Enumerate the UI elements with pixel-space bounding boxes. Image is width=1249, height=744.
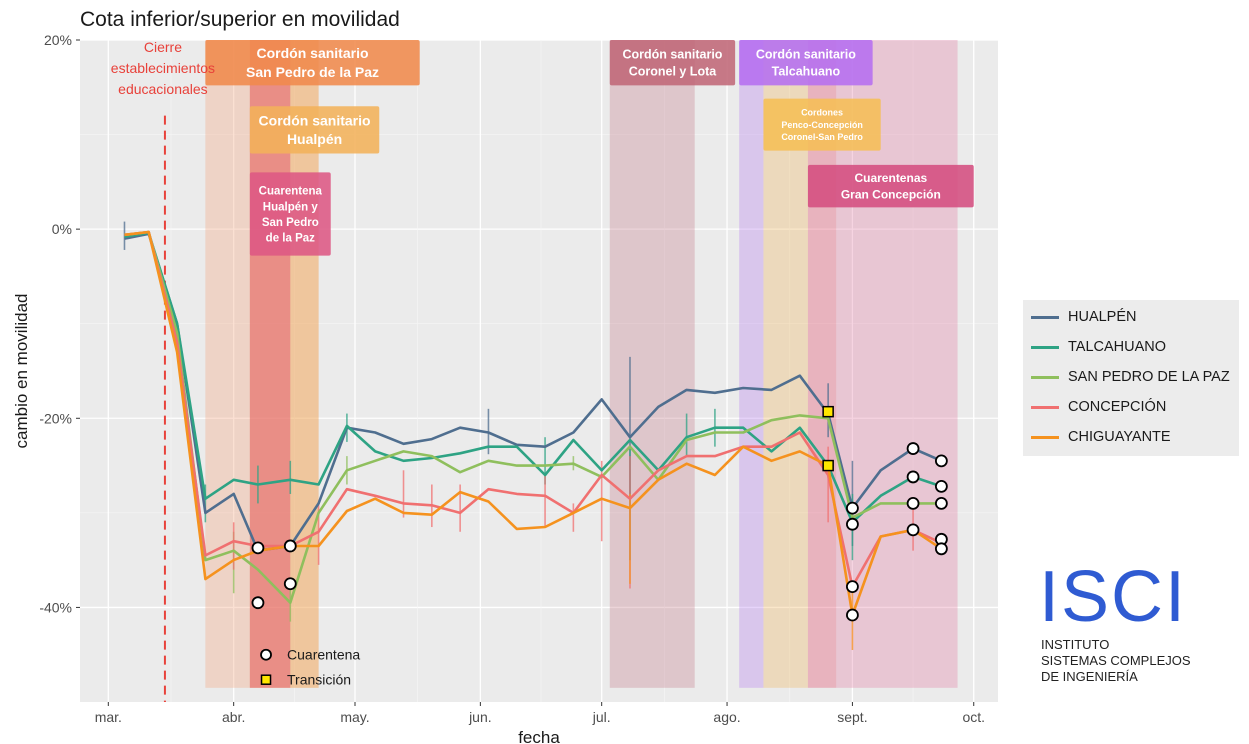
quarantine-marker (906, 496, 920, 510)
legend-item: TALCAHUANO (1023, 337, 1239, 359)
chart-title: Cota inferior/superior en movilidad (80, 8, 400, 31)
legend-label: TALCAHUANO (1068, 339, 1167, 355)
vline-label: Cierre (144, 39, 182, 55)
transition-marker (822, 459, 834, 472)
axes: 20% 0% -20% -40% mar. abr. may. jun. jul. ago. sep… (12, 32, 985, 744)
isci-logo: ISCI INSTITUTO SISTEMAS COMPLEJOS DE ING… (1033, 557, 1213, 692)
legend-item: CONCEPCIÓN (1023, 397, 1239, 419)
x-tick-label: jun. (468, 709, 492, 725)
legend-swatch (1031, 406, 1059, 409)
school-closure-line: Cierre establecimientos educacionales (111, 39, 215, 702)
annotation-label-text: Penco-Concepción (781, 120, 863, 130)
annotation-label-box (763, 98, 881, 151)
x-tick-label: may. (340, 709, 369, 725)
x-tick-label: abr. (222, 709, 245, 725)
shaded-period (609, 40, 695, 688)
y-tick-label: 20% (44, 32, 72, 48)
quarantine-marker (283, 539, 297, 553)
transition-marker (822, 405, 834, 418)
series-line (124, 230, 942, 605)
marker-legend-circle (260, 648, 272, 661)
quarantine-marker (906, 442, 920, 455)
annotation-label-box (739, 40, 873, 86)
annotation-label-text: Cordón sanitario (622, 48, 722, 62)
annotation-label-text: Coronel-San Pedro (781, 132, 863, 142)
shaded-period (739, 40, 764, 688)
y-tick-label: 0% (52, 221, 72, 237)
annotation-label-text: San Pedro de la Paz (246, 64, 379, 80)
marker-legend: Cuarentena Transición (260, 647, 360, 688)
legend-swatch (1031, 376, 1059, 379)
x-tick-label: mar. (95, 709, 122, 725)
vline-label: educacionales (118, 81, 208, 97)
legend-swatch (1031, 346, 1059, 349)
quarantine-marker (846, 608, 859, 622)
y-axis-label: cambio en movilidad (12, 294, 31, 449)
annotation-label-text: Hualpén y (263, 201, 319, 213)
series-line (124, 231, 942, 524)
annotation-label-text: Gran Concepción (841, 187, 941, 201)
quarantine-marker (906, 523, 920, 537)
quarantine-markers (251, 405, 948, 622)
legend-label: SAN PEDRO DE LA PAZ (1068, 369, 1230, 385)
x-tick-label: oct. (962, 709, 985, 725)
annotation-label-text: Cordón sanitario (756, 48, 856, 62)
legend-item: CHIGUAYANTE (1023, 427, 1239, 449)
annotation-label-text: Cordones (801, 108, 843, 118)
marker-legend-label: Cuarentena (287, 647, 360, 663)
annotation-label-text: Hualpén (287, 131, 342, 147)
quarantine-marker (934, 479, 948, 493)
isci-logo-line3: DE INGENIERÍA (1041, 669, 1138, 684)
quarantine-marker (934, 454, 948, 468)
annotation-label-box (205, 40, 420, 86)
isci-logo-line2: SISTEMAS COMPLEJOS (1041, 653, 1191, 668)
legend-item: HUALPÉN (1023, 307, 1239, 329)
x-tick-label: sept. (837, 709, 867, 725)
y-tick-label: -20% (39, 410, 72, 426)
annotation-label-text: Talcahuano (772, 65, 841, 79)
marker-legend-square (260, 674, 272, 685)
quarantine-marker (934, 542, 948, 556)
series-legend: HUALPÉN TALCAHUANO SAN PEDRO DE LA PAZ CONC… (1023, 300, 1239, 456)
isci-logo-line1: INSTITUTO (1041, 637, 1110, 652)
quarantine-marker (251, 541, 265, 555)
quarantine-marker (846, 501, 859, 515)
x-tick-label: ago. (713, 709, 740, 725)
legend-swatch (1031, 436, 1059, 439)
legend-item: SAN PEDRO DE LA PAZ (1023, 367, 1239, 389)
series-line (124, 232, 942, 553)
annotation-label-box (249, 106, 380, 154)
quarantine-marker (283, 577, 297, 591)
legend-swatch (1031, 316, 1059, 319)
annotation-label-box (609, 40, 736, 86)
annotation-label-text: Coronel y Lota (629, 65, 718, 79)
quarantine-marker (846, 580, 859, 594)
legend-label: HUALPÉN (1068, 309, 1137, 325)
annotation-labels: Cordón sanitario San Pedro de la Paz Cordó… (205, 40, 974, 256)
quarantine-marker (906, 470, 920, 484)
vline-label: establecimientos (111, 60, 215, 76)
annotation-label-text: Cordón sanitario (259, 112, 371, 128)
line-chart: Cordón sanitario San Pedro de la Paz Cordó… (12, 32, 998, 744)
annotation-label-text: Cuarentena (259, 186, 323, 198)
annotation-label-text: San Pedro (262, 217, 319, 229)
annotation-label-box (249, 172, 331, 256)
annotation-label-text: Cuarentenas (854, 171, 927, 185)
annotation-label-text: de la Paz (266, 232, 315, 244)
quarantine-marker (251, 596, 265, 610)
x-tick-label: jul. (592, 709, 611, 725)
legend-label: CONCEPCIÓN (1068, 399, 1167, 415)
annotation-label-box (807, 164, 974, 208)
quarantine-marker (846, 517, 859, 531)
quarantine-marker (934, 496, 948, 510)
annotation-label-text: Cordón sanitario (257, 45, 369, 61)
marker-legend-label: Transición (287, 672, 351, 688)
y-tick-label: -40% (39, 599, 72, 615)
x-axis-label: fecha (518, 728, 560, 744)
isci-logo-mark: ISCI (1039, 557, 1188, 637)
legend-label: CHIGUAYANTE (1068, 429, 1171, 445)
